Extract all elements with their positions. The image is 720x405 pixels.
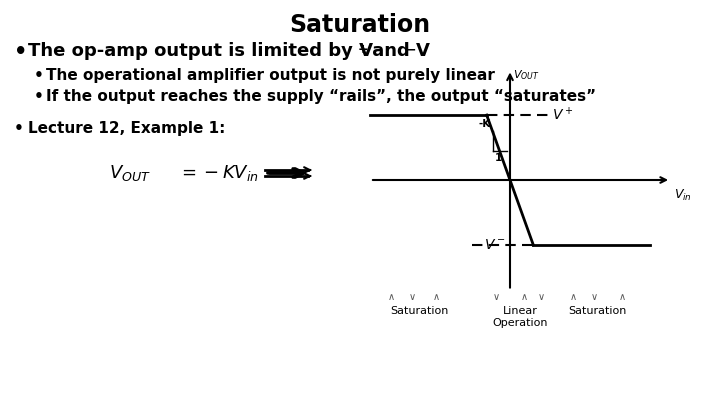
Text: The op-amp output is limited by V: The op-amp output is limited by V [28,42,373,60]
Text: ∧: ∧ [433,292,440,303]
Text: ∧: ∧ [521,292,528,303]
Text: -K: -K [478,119,490,129]
Text: and V: and V [366,42,430,60]
Text: ∨: ∨ [408,292,415,303]
Text: Lecture 12, Example 1:: Lecture 12, Example 1: [28,121,225,136]
Text: 1: 1 [495,153,502,163]
Text: Saturation: Saturation [568,307,626,316]
Text: −: − [406,43,416,56]
Text: Saturation: Saturation [289,13,431,37]
Text: •: • [34,68,44,83]
Text: $= -KV_{in}$: $= -KV_{in}$ [178,163,259,183]
Text: •: • [34,89,44,104]
Text: ∨: ∨ [590,292,598,303]
Text: $V_{OUT}$: $V_{OUT}$ [513,68,540,82]
Text: ∧: ∧ [387,292,395,303]
Text: •: • [14,121,24,136]
Text: ∨: ∨ [538,292,545,303]
Text: +: + [358,43,369,56]
Text: ∧: ∧ [570,292,577,303]
Text: $V^-$: $V^-$ [484,238,505,252]
Text: Saturation: Saturation [390,307,448,316]
Text: ∨: ∨ [492,292,500,303]
Text: If the output reaches the supply “rails”, the output “saturates”: If the output reaches the supply “rails”… [46,89,596,104]
Text: $V_{OUT}$: $V_{OUT}$ [109,163,151,183]
Text: The operational amplifier output is not purely linear: The operational amplifier output is not … [46,68,495,83]
Text: •: • [14,42,27,62]
Text: $V^+$: $V^+$ [552,107,573,124]
Text: Linear
Operation: Linear Operation [492,307,548,328]
Text: $V_{in}$: $V_{in}$ [675,188,693,203]
Text: ∧: ∧ [618,292,626,303]
